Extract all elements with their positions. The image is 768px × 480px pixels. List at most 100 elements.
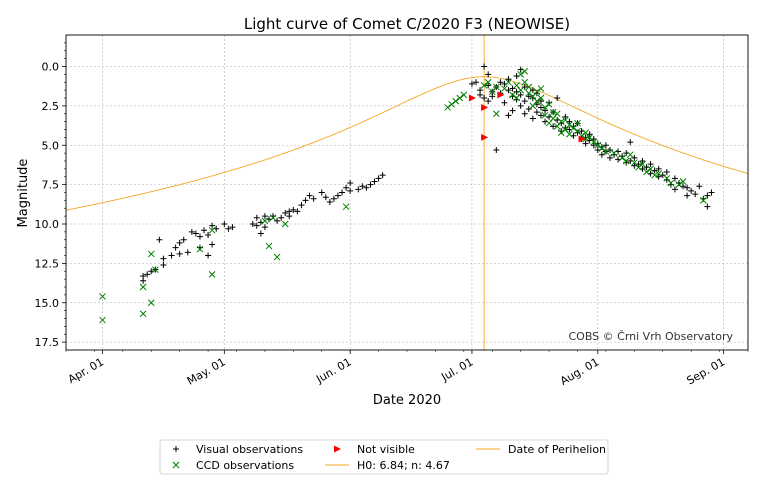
visual-point: [525, 106, 532, 113]
ccd-point: [99, 293, 106, 300]
visual-point: [481, 95, 488, 101]
visual-point: [188, 228, 195, 235]
visual-point: [201, 227, 208, 234]
ccd-point: [509, 91, 516, 99]
visual-point: [326, 198, 333, 205]
visual-point: [302, 197, 309, 204]
ccd-point: [480, 82, 488, 89]
ccd-point: [456, 94, 464, 102]
visual-point: [160, 255, 167, 262]
visual-point-series: [140, 63, 715, 284]
legend-item-perihelion: Date of Perihelion: [476, 443, 606, 456]
visual-point: [501, 99, 508, 106]
ccd-point: [281, 220, 289, 228]
visual-point: [517, 91, 524, 98]
ccd-point: [525, 83, 533, 91]
ccd-point: [574, 119, 581, 127]
ccd-point: [541, 104, 549, 111]
not-visible-point: [481, 103, 489, 111]
visual-point: [229, 224, 236, 231]
visual-point: [602, 142, 609, 149]
legend-marker-ccd: [172, 461, 180, 469]
ccd-point: [610, 149, 618, 157]
ccd-point: [196, 245, 204, 253]
ccd-point: [639, 160, 646, 168]
visual-point: [205, 232, 212, 239]
ccd-point: [626, 151, 634, 159]
ccd-point: [151, 266, 159, 274]
visual-point: [590, 142, 597, 149]
visual-point: [517, 102, 524, 109]
ccd-point: [342, 203, 350, 211]
legend: Visual observations CCD observations Not v…: [159, 439, 609, 475]
ccd-point: [582, 135, 589, 143]
visual-point: [347, 180, 354, 187]
visual-point: [172, 244, 179, 251]
visual-point: [481, 63, 488, 70]
ccd-point-series: [99, 67, 707, 324]
visual-point: [261, 224, 268, 231]
visual-point: [606, 154, 613, 161]
visual-point: [684, 184, 691, 191]
not-visible-point: [468, 94, 476, 102]
visual-point: [140, 272, 147, 279]
visual-point: [529, 115, 536, 122]
not-visible-point: [481, 133, 489, 141]
ccd-point: [517, 86, 525, 94]
visual-point: [477, 91, 484, 98]
visual-point: [688, 187, 695, 194]
ccd-point: [99, 316, 106, 324]
ccd-point: [533, 88, 541, 96]
visual-point: [176, 250, 183, 257]
legend-label-perihelion: Date of Perihelion: [508, 443, 606, 456]
ccd-point: [525, 89, 533, 97]
ccd-point: [533, 97, 541, 105]
visual-point: [367, 181, 374, 188]
ccd-point: [492, 110, 500, 118]
not-visible-point: [497, 91, 505, 99]
ccd-point: [273, 253, 281, 261]
visual-point: [339, 189, 346, 196]
visual-point: [298, 202, 305, 209]
ccd-point: [501, 85, 508, 92]
legend-item-visual: Visual observations: [173, 443, 303, 456]
visual-point: [249, 221, 256, 227]
visual-point: [489, 93, 496, 100]
y-tick-label: 0.0: [42, 61, 60, 74]
ccd-point: [448, 100, 456, 108]
legend-item-not_visible: Not visible: [334, 443, 415, 456]
ccd-point: [541, 111, 549, 119]
visual-point: [330, 195, 337, 202]
y-tick-label: 2.5: [42, 100, 60, 113]
visual-point: [221, 221, 228, 227]
visual-point: [176, 239, 183, 246]
visual-point: [671, 186, 678, 193]
visual-point: [485, 71, 492, 78]
ccd-point: [537, 94, 545, 102]
legend-item-model: H0: 6.84; n: 4.67: [325, 459, 450, 472]
ccd-point: [513, 94, 520, 102]
chart-title: Light curve of Comet C/2020 F3 (NEOWISE): [244, 15, 570, 33]
visual-point: [322, 194, 329, 201]
ccd-point: [602, 148, 610, 155]
ccd-point: [139, 283, 147, 291]
visual-point: [225, 225, 232, 232]
model-curve: [66, 76, 748, 211]
visual-point: [286, 208, 293, 215]
visual-point: [521, 98, 528, 105]
visual-point: [493, 146, 500, 153]
visual-point: [663, 169, 670, 176]
visual-point: [334, 192, 341, 199]
visual-point: [160, 261, 167, 268]
visual-point: [505, 76, 512, 83]
visual-point: [144, 271, 151, 278]
visual-point: [562, 113, 569, 120]
ccd-point: [553, 110, 561, 118]
ccd-point: [269, 214, 277, 222]
ccd-point: [545, 100, 553, 108]
visual-point: [671, 175, 678, 182]
legend-item-ccd: CCD observations: [172, 459, 294, 472]
ccd-point: [484, 78, 492, 86]
ccd-point: [566, 121, 573, 129]
